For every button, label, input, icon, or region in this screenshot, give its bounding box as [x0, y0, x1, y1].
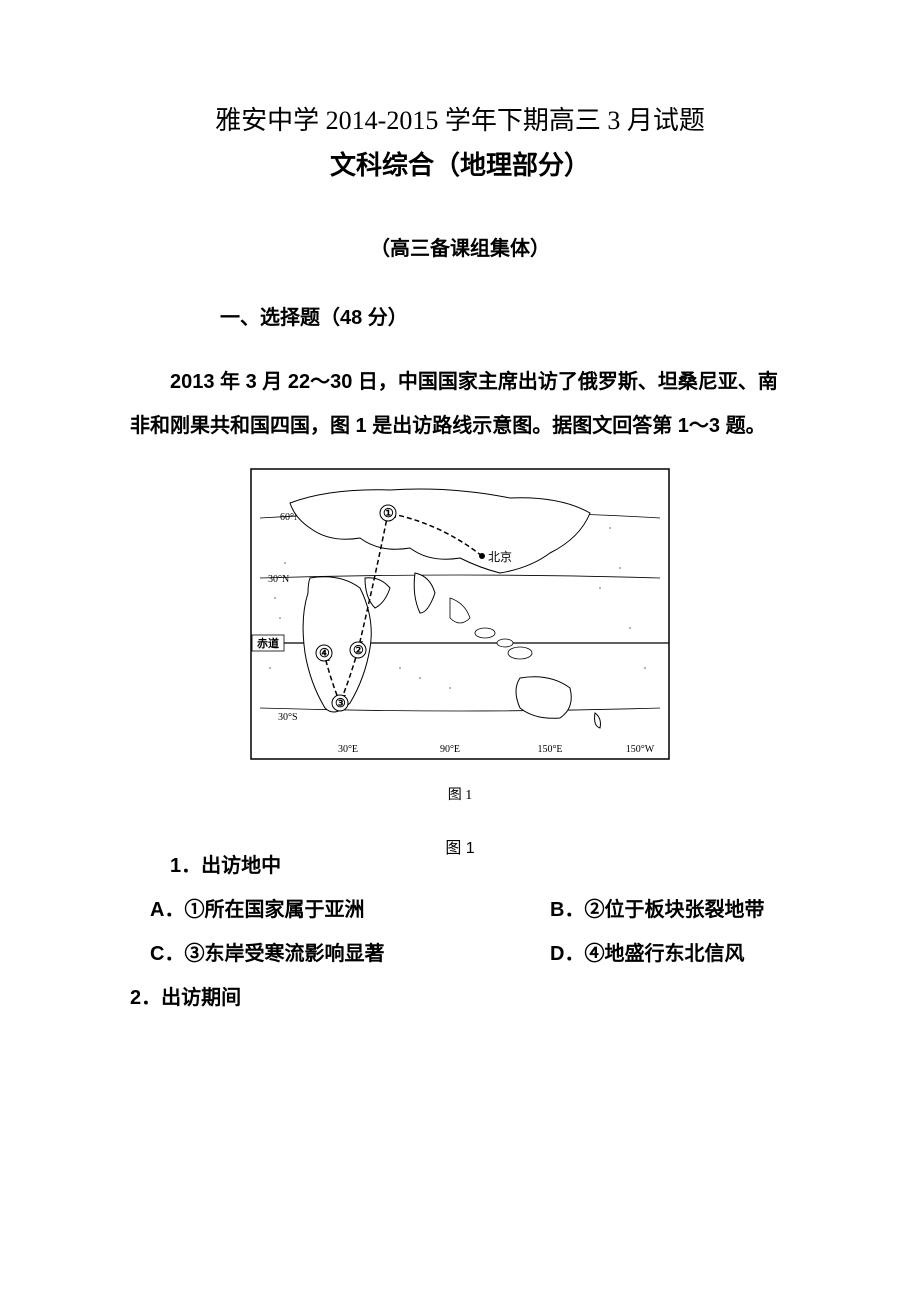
q1-number: 1．: [170, 855, 201, 877]
lon-150w-label: 150°W: [626, 744, 655, 755]
q1-option-a: A．①所在国家属于亚洲: [130, 888, 550, 932]
q1-options-row2: C．③东岸受寒流影响显著 D．④地盛行东北信风: [130, 932, 790, 976]
lat-30s-label: 30°S: [278, 712, 298, 723]
author-note: （高三备课组集体）: [130, 232, 790, 261]
figure-caption-inner: 图 1: [130, 784, 790, 804]
title-sub: 文科综合（地理部分）: [130, 145, 790, 182]
node-1-label: ①: [383, 506, 394, 520]
map-svg: 30°E 90°E 150°E 150°W 60°N 30°N 赤道 30°S: [250, 468, 670, 778]
figure-1: 30°E 90°E 150°E 150°W 60°N 30°N 赤道 30°S: [130, 468, 790, 804]
q2-text: 出访期间: [161, 987, 241, 1009]
title-main: 雅安中学 2014-2015 学年下期高三 3 月试题: [130, 100, 790, 137]
node-4-label: ④: [319, 646, 330, 660]
beijing-label: 北京: [488, 550, 512, 564]
q1-text: 出访地中: [201, 855, 281, 877]
intro-paragraph: 2013 年 3 月 22～30 日，中国国家主席出访了俄罗斯、坦桑尼亚、南非和…: [130, 360, 790, 448]
q1-option-d: D．④地盛行东北信风: [550, 932, 790, 976]
lon-30e-label: 30°E: [338, 744, 358, 755]
q1-options-row1: A．①所在国家属于亚洲 B．②位于板块张裂地带: [130, 888, 790, 932]
node-3-label: ③: [335, 696, 346, 710]
section-heading: 一、选择题（48 分）: [220, 301, 790, 330]
equator-label: 赤道: [257, 636, 279, 650]
lat-30n-label: 30°N: [268, 574, 289, 585]
q2-number: 2．: [130, 987, 161, 1009]
q1-option-c: C．③东岸受寒流影响显著: [130, 932, 550, 976]
node-2-label: ②: [353, 643, 364, 657]
q2-stem: 2．出访期间: [130, 976, 790, 1020]
lon-150e-label: 150°E: [537, 744, 562, 755]
lon-90e-label: 90°E: [440, 744, 460, 755]
q1-option-b: B．②位于板块张裂地带: [550, 888, 790, 932]
